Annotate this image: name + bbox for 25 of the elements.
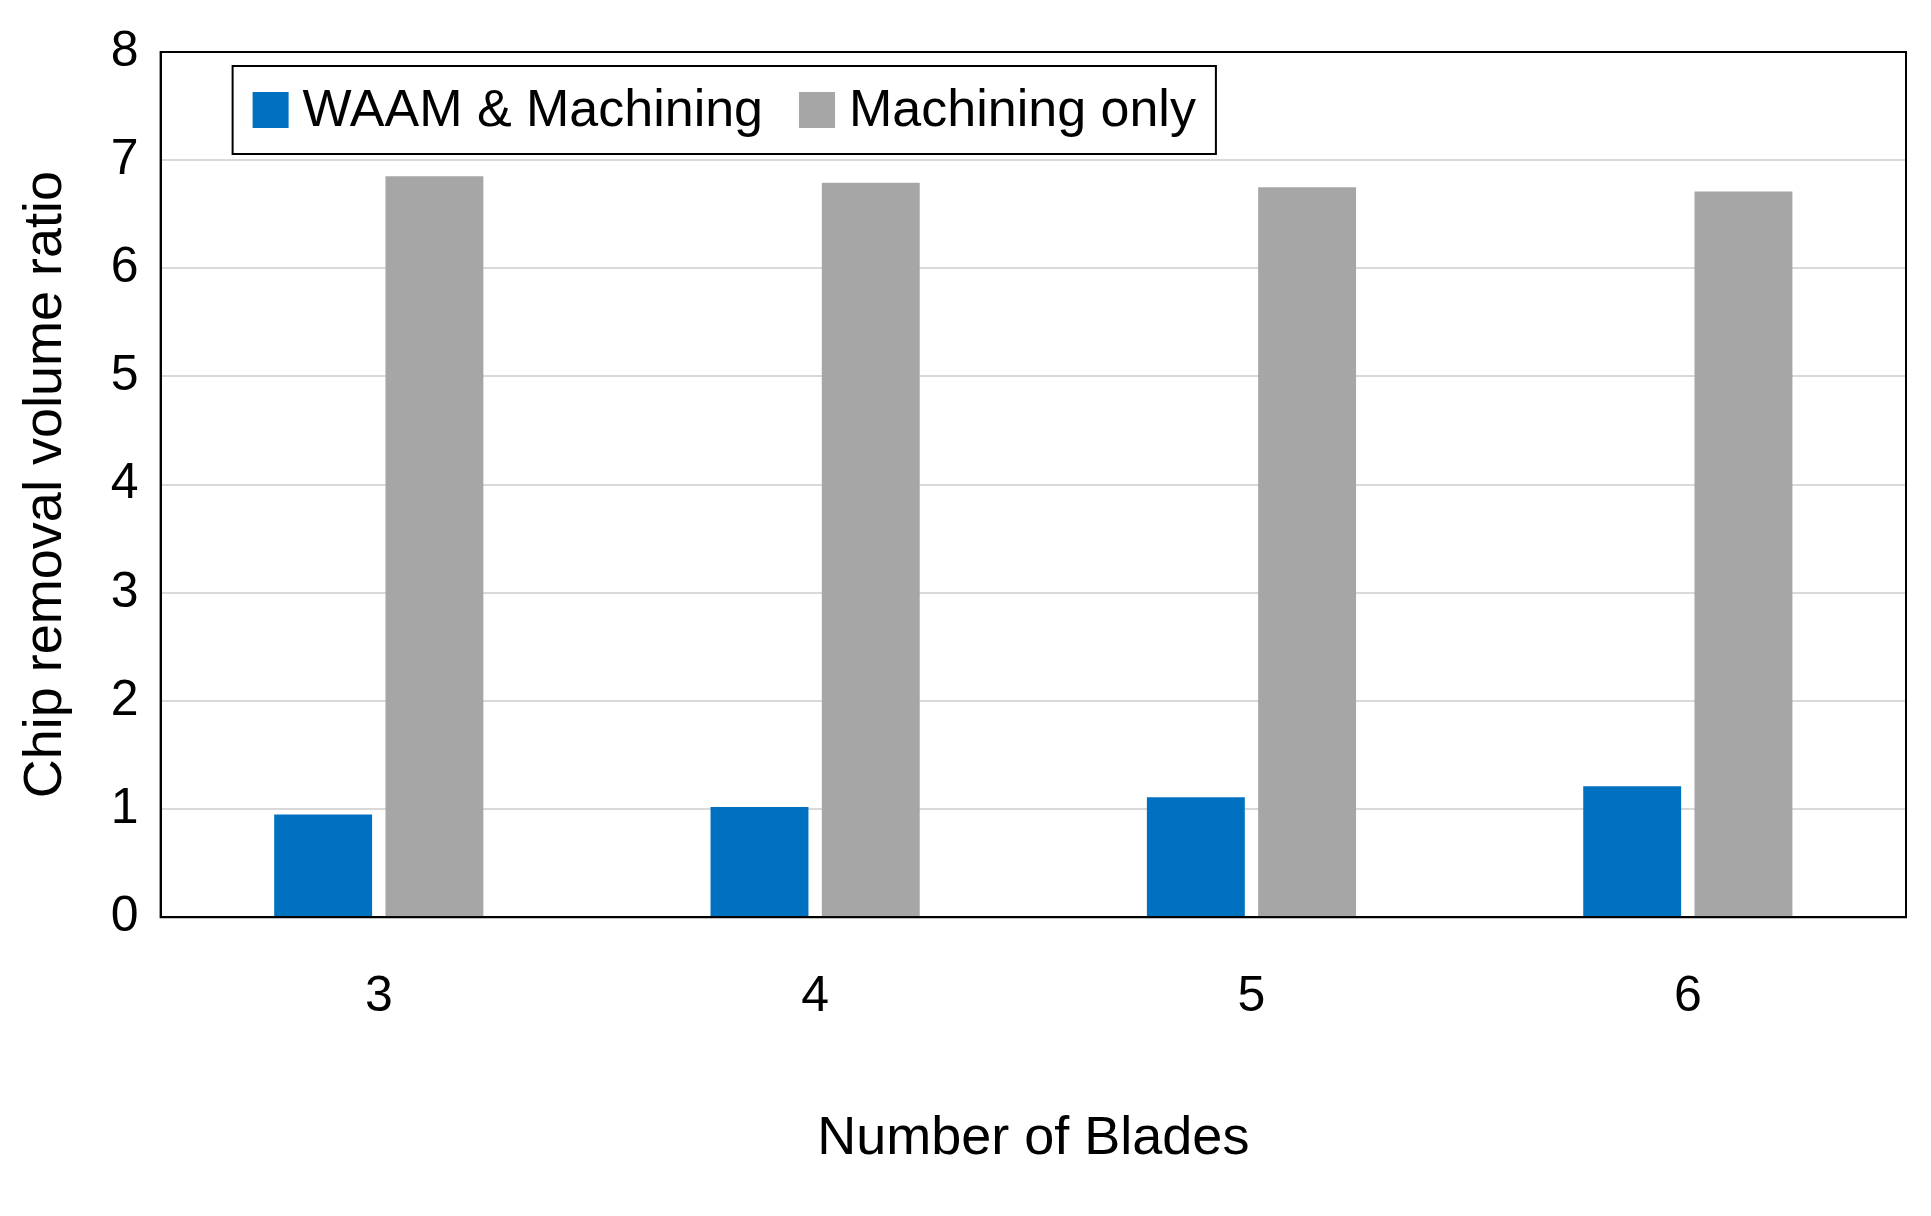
y-tick-label: 4 [110,453,139,510]
y-tick-label: 6 [110,237,139,294]
y-tick-label: 3 [110,561,139,618]
y-tick-label: 2 [110,669,139,726]
y-tick-label: 7 [110,128,139,185]
bar [710,806,809,917]
x-tick-label: 5 [1237,965,1266,1022]
y-axis-title: Chip removal volume ratio [12,170,73,799]
legend-label: WAAM & Machining [302,79,764,138]
x-tick-label: 4 [801,965,830,1022]
bar [274,814,373,917]
x-axis-title: Number of Blades [817,1105,1250,1166]
y-tick-label: 8 [110,20,139,77]
x-tick-label: 6 [1673,965,1702,1022]
y-tick-label: 0 [110,885,139,942]
y-tick-label: 5 [110,345,139,402]
legend-label: Machining only [849,79,1196,138]
y-tick-label: 1 [110,777,139,834]
bar [1146,797,1245,917]
bar [1694,191,1793,917]
bar [821,182,920,917]
bar [1583,786,1682,917]
bar [1258,187,1357,917]
bar [385,176,484,917]
x-tick-label: 3 [364,965,393,1022]
